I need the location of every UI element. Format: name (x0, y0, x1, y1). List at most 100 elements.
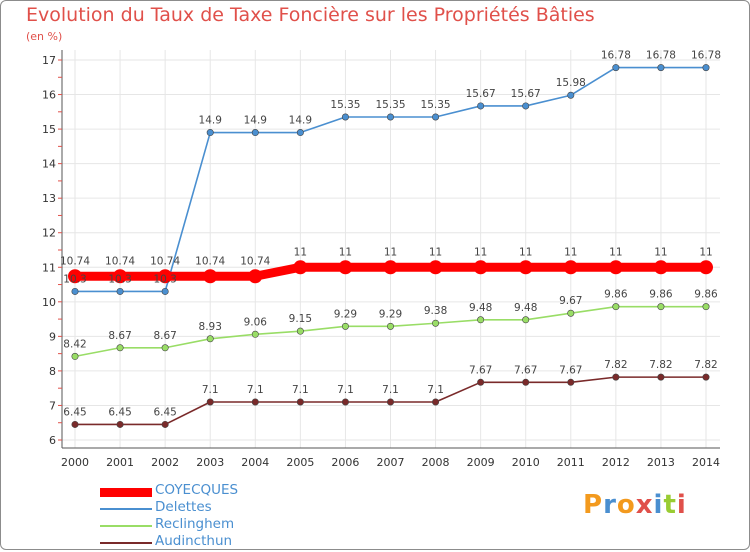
data-label: 6.45 (153, 406, 176, 418)
data-point (612, 373, 620, 381)
data-label: 7.1 (427, 384, 444, 396)
x-tick-label: 2014 (692, 456, 720, 469)
data-label: 9.86 (649, 289, 673, 301)
legend-swatch (100, 525, 152, 527)
data-point (612, 64, 620, 72)
data-label: 9.67 (559, 295, 582, 307)
data-point (608, 260, 623, 275)
y-tick-label: 10 (42, 296, 56, 309)
data-label: 11 (339, 246, 352, 258)
x-tick-label: 2005 (286, 456, 314, 469)
data-point (386, 322, 394, 330)
data-label: 6.45 (63, 406, 86, 418)
data-label: 15.35 (375, 99, 405, 111)
data-label: 15.67 (466, 88, 496, 100)
data-point (251, 129, 259, 137)
x-tick-label: 2000 (61, 456, 89, 469)
data-point (248, 269, 263, 284)
data-point (71, 287, 79, 295)
data-point (296, 398, 304, 406)
data-label: 14.9 (289, 115, 312, 127)
data-label: 11 (564, 246, 577, 258)
data-label: 10.74 (240, 255, 270, 267)
y-tick-label: 15 (42, 123, 56, 136)
data-point (206, 129, 214, 137)
data-point (383, 260, 398, 275)
data-point (341, 113, 349, 121)
data-label: 9.29 (334, 308, 357, 320)
data-point (251, 330, 259, 338)
data-point (567, 378, 575, 386)
x-tick-label: 2002 (151, 456, 179, 469)
data-point (293, 260, 308, 275)
data-point (161, 344, 169, 352)
data-label: 11 (429, 246, 442, 258)
data-label: 14.9 (244, 115, 267, 127)
data-point (296, 327, 304, 335)
data-label: 9.86 (694, 289, 718, 301)
data-point (206, 335, 214, 343)
data-label: 16.78 (601, 50, 631, 62)
data-label: 9.15 (289, 313, 312, 325)
data-label: 7.67 (469, 364, 492, 376)
legend-swatch (100, 508, 152, 510)
data-point (161, 420, 169, 428)
data-label: 7.67 (514, 364, 537, 376)
x-tick-label: 2010 (512, 456, 540, 469)
y-tick-label: 6 (49, 434, 56, 447)
data-point (206, 398, 214, 406)
data-point (116, 344, 124, 352)
data-point (657, 373, 665, 381)
y-tick-label: 8 (49, 365, 56, 378)
data-label: 15.35 (330, 99, 360, 111)
data-label: 7.67 (559, 364, 582, 376)
data-point (702, 373, 710, 381)
data-point (477, 102, 485, 110)
data-label: 10.3 (63, 273, 86, 285)
data-label: 9.48 (469, 302, 492, 314)
data-label: 7.1 (247, 384, 264, 396)
data-label: 8.42 (63, 338, 86, 350)
x-tick-label: 2007 (377, 456, 405, 469)
data-label: 8.67 (153, 330, 176, 342)
data-point (702, 303, 710, 311)
data-label: 11 (699, 246, 712, 258)
data-point (113, 269, 128, 284)
y-tick-label: 13 (42, 192, 56, 205)
data-point (386, 113, 394, 121)
data-label: 10.3 (153, 273, 176, 285)
data-point (567, 309, 575, 317)
data-label: 11 (654, 246, 667, 258)
x-tick-label: 2012 (602, 456, 630, 469)
data-point (161, 287, 169, 295)
x-tick-label: 2001 (106, 456, 134, 469)
data-label: 8.67 (108, 330, 131, 342)
data-point (428, 260, 443, 275)
data-label: 9.29 (379, 308, 402, 320)
data-point (522, 378, 530, 386)
data-label: 15.98 (556, 77, 586, 89)
data-point (432, 398, 440, 406)
data-point (338, 260, 353, 275)
data-label: 10.74 (60, 255, 90, 267)
data-point (386, 398, 394, 406)
data-point (432, 319, 440, 327)
data-label: 16.78 (646, 50, 676, 62)
data-label: 7.1 (382, 384, 399, 396)
data-label: 9.06 (244, 316, 268, 328)
data-point (296, 129, 304, 137)
data-point (116, 287, 124, 295)
data-label: 14.9 (199, 115, 222, 127)
y-tick-label: 14 (42, 158, 56, 171)
legend-swatch (100, 487, 152, 497)
data-label: 15.67 (511, 88, 541, 100)
data-point (341, 398, 349, 406)
data-point (522, 102, 530, 110)
data-point (477, 316, 485, 324)
legend-label: COYECQUES (155, 482, 239, 498)
data-label: 9.38 (424, 305, 447, 317)
data-label: 7.82 (694, 359, 717, 371)
data-point (657, 64, 665, 72)
x-tick-label: 2011 (557, 456, 585, 469)
